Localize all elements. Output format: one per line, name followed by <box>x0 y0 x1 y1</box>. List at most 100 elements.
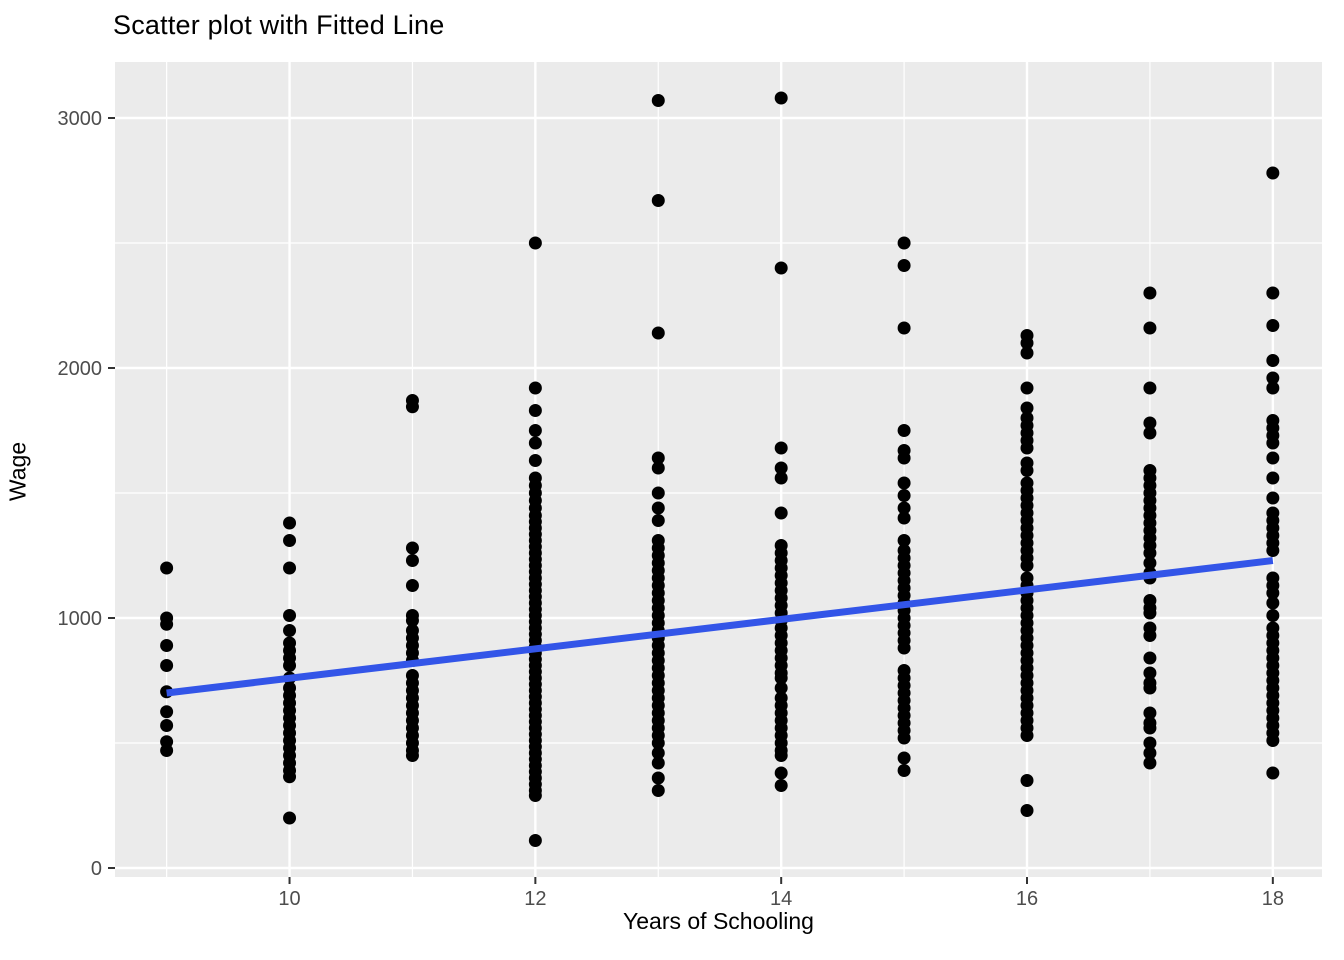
data-point <box>1020 729 1034 742</box>
data-point <box>1266 544 1280 557</box>
data-point <box>283 609 297 622</box>
data-point <box>774 749 788 762</box>
data-point <box>405 400 419 414</box>
data-point <box>160 705 174 719</box>
data-point <box>651 784 665 797</box>
data-point <box>1266 371 1280 385</box>
data-point <box>283 534 297 547</box>
data-point <box>897 476 911 490</box>
data-point <box>1143 606 1157 620</box>
data-point <box>528 834 542 847</box>
data-point <box>160 659 174 672</box>
data-point <box>897 451 911 465</box>
data-point <box>1020 336 1034 350</box>
data-point <box>1266 766 1280 780</box>
fitted-line <box>166 557 1274 697</box>
data-point <box>897 511 911 525</box>
data-point <box>774 671 788 685</box>
data-point <box>283 516 297 530</box>
y-tick-label: 1000 <box>58 608 103 630</box>
data-point <box>1143 756 1157 770</box>
data-point <box>1020 559 1034 572</box>
y-tick-label: 2000 <box>58 358 103 380</box>
data-point <box>1143 426 1157 440</box>
data-point <box>528 424 542 437</box>
data-point <box>1266 734 1280 747</box>
data-point <box>897 259 911 272</box>
data-point <box>405 541 419 555</box>
x-axis-title: Years of Schooling <box>623 908 814 934</box>
chart-title: Scatter plot with Fitted Line <box>113 10 445 40</box>
data-point <box>283 770 297 784</box>
data-point <box>283 811 297 825</box>
data-point <box>897 424 911 437</box>
x-tick-label: 16 <box>1016 888 1038 910</box>
data-point <box>528 789 542 802</box>
data-point <box>1266 166 1280 180</box>
data-point <box>1266 586 1280 600</box>
data-point <box>651 736 665 750</box>
data-point <box>774 681 788 695</box>
data-point <box>1020 774 1034 787</box>
data-point <box>1020 381 1034 395</box>
data-point <box>1266 319 1280 332</box>
x-tick-label: 12 <box>524 888 546 910</box>
data-point <box>774 506 788 520</box>
data-point <box>1143 681 1157 695</box>
data-point <box>897 764 911 777</box>
data-point <box>897 489 911 502</box>
data-point <box>651 461 665 475</box>
data-point <box>1266 451 1280 465</box>
data-point <box>1266 491 1280 505</box>
data-point <box>897 731 911 745</box>
data-point <box>1020 346 1034 360</box>
data-point <box>1143 381 1157 395</box>
data-point <box>283 561 297 575</box>
data-point <box>1143 321 1157 335</box>
data-point <box>1020 464 1034 477</box>
x-tick-label: 18 <box>1262 888 1284 910</box>
data-point <box>1143 286 1157 300</box>
data-point <box>160 719 174 732</box>
data-point <box>774 779 788 792</box>
data-point <box>405 614 419 627</box>
data-point <box>1143 706 1157 720</box>
data-point <box>774 91 788 105</box>
data-point <box>528 436 542 450</box>
data-point <box>1143 666 1157 680</box>
data-point <box>897 321 911 335</box>
data-point <box>897 534 911 547</box>
data-point <box>651 486 665 500</box>
data-point <box>1143 629 1157 642</box>
data-point <box>160 639 174 652</box>
data-point <box>897 236 911 250</box>
x-tick-label: 14 <box>770 888 792 910</box>
data-point <box>1143 736 1157 750</box>
data-point <box>405 554 419 567</box>
data-point <box>897 641 911 655</box>
y-tick-label: 0 <box>91 858 102 880</box>
data-point <box>1143 416 1157 430</box>
plot-panel <box>115 62 1322 877</box>
data-point <box>1143 721 1157 735</box>
data-point <box>651 756 665 770</box>
data-point <box>1266 596 1280 610</box>
data-point <box>1266 436 1280 450</box>
data-point <box>651 771 665 785</box>
data-point <box>897 501 911 515</box>
data-point <box>651 94 665 107</box>
x-tick-label: 10 <box>278 888 300 910</box>
data-point <box>1266 381 1280 395</box>
data-point <box>1266 354 1280 367</box>
y-axis-title: Wage <box>4 441 31 502</box>
data-point <box>528 381 542 395</box>
data-point <box>651 194 665 207</box>
data-point <box>160 561 174 575</box>
data-point <box>1266 609 1280 622</box>
data-point <box>1143 546 1157 560</box>
data-point <box>283 624 297 637</box>
data-point <box>528 236 542 250</box>
data-point <box>651 746 665 760</box>
